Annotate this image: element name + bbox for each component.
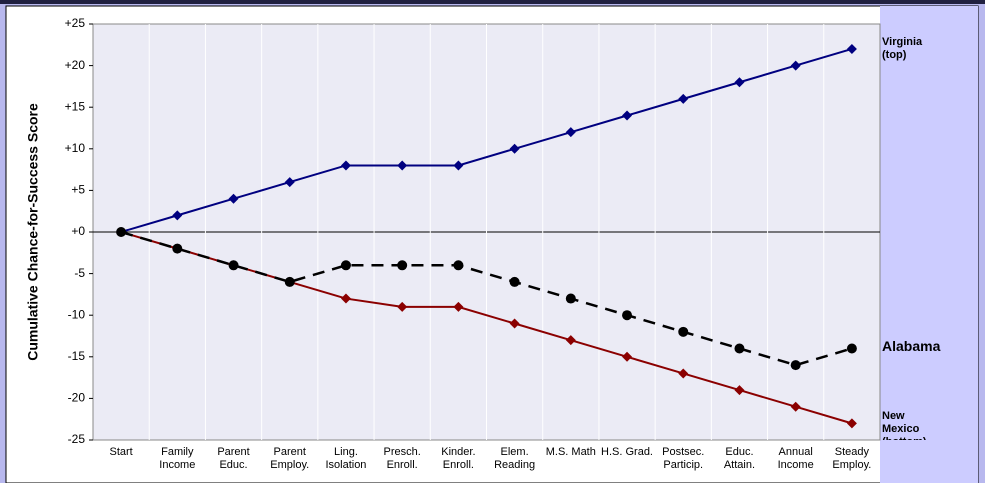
point — [509, 143, 520, 154]
point — [622, 310, 633, 321]
series-label: Virginia (top) — [882, 35, 923, 61]
x-tick-label-box: Family Income — [159, 446, 196, 471]
point — [678, 326, 689, 337]
y-tick-label: -25 — [68, 432, 86, 446]
x-tick-label-box: Annual Income — [777, 446, 814, 471]
y-tick-label: -10 — [68, 307, 86, 321]
x-tick-label: Educ. Attain. — [723, 446, 756, 471]
point — [622, 110, 633, 121]
point — [678, 93, 689, 104]
x-tick-label-box: Educ. Attain. — [723, 446, 756, 471]
point — [228, 193, 239, 204]
x-tick-label: Start — [109, 446, 133, 458]
y-tick-label: +15 — [65, 99, 86, 113]
point — [734, 77, 745, 88]
point — [284, 177, 295, 188]
point — [509, 318, 520, 329]
point — [340, 160, 351, 171]
x-tick-label-box: H.S. Grad. — [601, 446, 653, 458]
point — [509, 276, 520, 287]
point — [790, 60, 801, 71]
y-axis-title: Cumulative Chance-for-Success Score — [25, 103, 41, 361]
point — [734, 343, 745, 354]
point — [397, 260, 408, 271]
x-tick-label-box: Ling. Isolation — [325, 446, 367, 471]
x-tick-label: Ling. Isolation — [325, 446, 367, 471]
point — [565, 293, 576, 304]
point — [678, 368, 689, 379]
point — [116, 227, 127, 237]
point — [453, 301, 464, 312]
x-tick-label-box: Parent Educ. — [217, 446, 250, 471]
top-bar — [0, 0, 985, 4]
point — [734, 385, 745, 396]
y-tick-label: +25 — [65, 16, 86, 30]
series-label-box: New Mexico (bottom) — [882, 410, 927, 440]
x-tick-label-box: M.S. Math — [545, 446, 596, 458]
series-label: New Mexico (bottom) — [882, 410, 927, 440]
x-tick-label: Steady Employ. — [832, 446, 872, 471]
point — [453, 160, 464, 171]
point — [284, 276, 295, 287]
point — [790, 401, 801, 412]
series-line — [120, 48, 853, 233]
y-tick-label: -15 — [68, 349, 86, 363]
y-tick-label: +10 — [65, 141, 86, 155]
point — [228, 260, 239, 271]
x-tick-label-box: Start — [109, 446, 133, 458]
point — [846, 343, 857, 354]
y-tick-label: -5 — [74, 266, 85, 280]
series-line — [120, 230, 853, 367]
point — [846, 418, 857, 429]
point — [565, 335, 576, 346]
x-tick-label-box: Parent Employ. — [270, 446, 310, 471]
x-tick-label: Annual Income — [777, 446, 814, 471]
point — [453, 260, 464, 271]
series-label-box: Virginia (top) — [882, 35, 923, 61]
point — [565, 127, 576, 138]
x-tick-label: Family Income — [159, 446, 196, 471]
x-tick-label-box: Kinder. Enroll. — [441, 446, 476, 471]
y-tick-label: +0 — [71, 224, 85, 238]
x-tick-label-box: Postsec. Particip. — [662, 446, 705, 471]
point — [340, 260, 351, 271]
x-tick-label: H.S. Grad. — [601, 446, 653, 458]
point — [397, 301, 408, 312]
point — [790, 360, 801, 371]
point — [397, 160, 408, 171]
point — [340, 293, 351, 304]
point — [172, 210, 183, 221]
x-tick-label: Kinder. Enroll. — [441, 446, 476, 471]
point — [622, 351, 633, 362]
x-tick-label-box: Presch. Enroll. — [383, 446, 421, 471]
x-tick-label: Presch. Enroll. — [383, 446, 421, 471]
x-tick-label: Parent Educ. — [217, 446, 250, 471]
x-tick-label: M.S. Math — [545, 446, 596, 458]
y-tick-label: -20 — [68, 391, 86, 405]
point — [172, 243, 183, 254]
series-label-box: Alabama — [882, 340, 941, 355]
x-tick-label-box: Elem. Reading — [494, 446, 536, 471]
x-tick-label: Parent Employ. — [270, 446, 310, 471]
point — [846, 43, 857, 54]
series-label: Alabama — [882, 340, 941, 355]
side-panel — [880, 6, 978, 483]
y-tick-label: +5 — [71, 183, 85, 197]
x-tick-label-box: Steady Employ. — [832, 446, 872, 471]
x-tick-label: Postsec. Particip. — [662, 446, 705, 471]
x-tick-label: Elem. Reading — [494, 446, 536, 471]
y-tick-label: +20 — [65, 58, 86, 72]
